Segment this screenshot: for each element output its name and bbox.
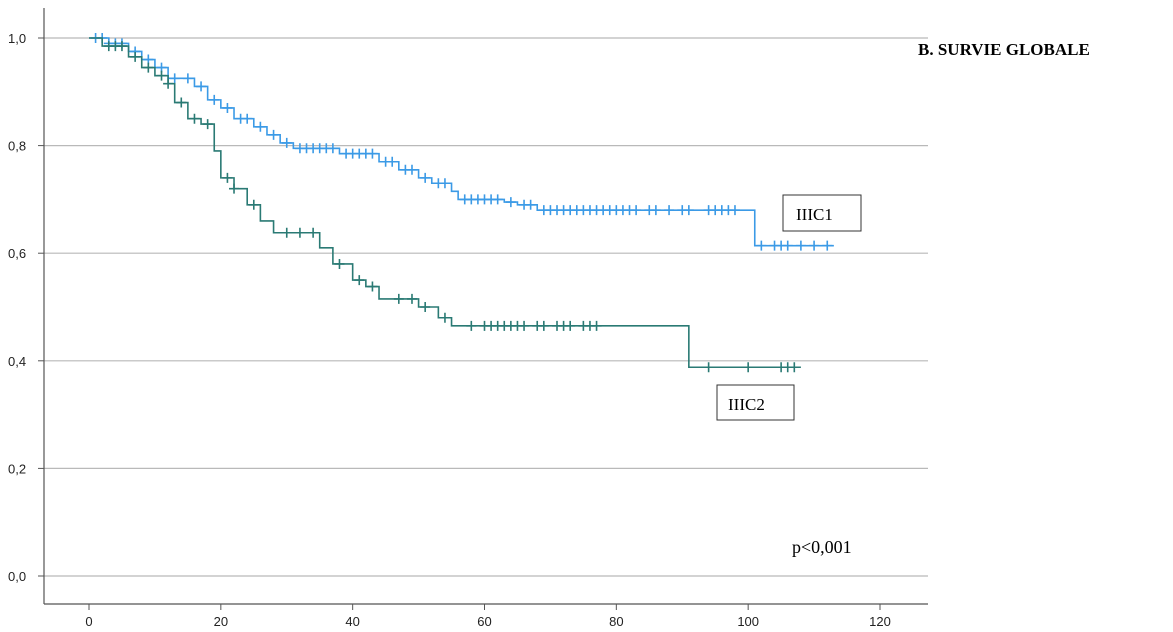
- censor-mark-iiic2-17: [354, 275, 364, 285]
- censor-mark-iiic2-19: [394, 294, 404, 304]
- censor-mark-iiic2-39: [704, 362, 714, 372]
- grid-lines: [44, 38, 928, 576]
- censor-mark-iiic1-12: [222, 103, 232, 113]
- censor-mark-iiic2-22: [440, 313, 450, 323]
- x-tick-label-6: 120: [869, 614, 891, 629]
- censor-mark-iiic1-74: [796, 241, 806, 251]
- censor-mark-iiic1-42: [506, 197, 516, 207]
- x-tick-label-1: 20: [214, 614, 228, 629]
- censor-mark-iiic2-9: [203, 119, 213, 129]
- censor-mark-iiic1-33: [420, 173, 430, 183]
- censor-mark-iiic2-21: [420, 302, 430, 312]
- censor-mark-iiic2-16: [334, 259, 344, 269]
- censor-mark-iiic1-61: [651, 205, 661, 215]
- y-tick-label-2: 0,4: [8, 354, 26, 369]
- x-tick-label-0: 0: [85, 614, 92, 629]
- censor-mark-iiic1-14: [242, 114, 252, 124]
- censor-mark-iiic2-3: [130, 52, 140, 62]
- censor-mark-iiic2-11: [229, 184, 239, 194]
- censor-mark-iiic2-8: [189, 114, 199, 124]
- censor-mark-iiic1-15: [255, 122, 265, 132]
- censor-mark-iiic2-6: [163, 79, 173, 89]
- y-tick-label-4: 0,8: [8, 139, 26, 154]
- x-tick-label-4: 80: [609, 614, 623, 629]
- censor-mark-iiic1-28: [367, 149, 377, 159]
- censor-mark-iiic2-2: [117, 41, 127, 51]
- censor-mark-iiic1-59: [631, 205, 641, 215]
- censor-mark-iiic1-32: [407, 165, 417, 175]
- censor-mark-iiic1-16: [269, 130, 279, 140]
- chart-title: B. SURVIE GLOBALE: [918, 40, 1090, 59]
- censor-mark-iiic2-13: [282, 228, 292, 238]
- x-tick-label-3: 60: [477, 614, 491, 629]
- label-iiic1-box: IIIC1: [783, 195, 861, 231]
- label-iiic2: IIIC2: [728, 395, 765, 414]
- label-iiic2-box: IIIC2: [717, 385, 794, 420]
- x-axis-ticks: 0 20 40 60 80 100 120: [85, 604, 890, 629]
- censor-mark-iiic2-12: [249, 200, 259, 210]
- censor-mark-iiic1-62: [664, 205, 674, 215]
- y-tick-label-0: 0,0: [8, 569, 26, 584]
- censor-mark-iiic2-7: [176, 98, 186, 108]
- series-group: [89, 33, 834, 372]
- label-iiic1: IIIC1: [796, 205, 833, 224]
- p-value-annotation: p<0,001: [792, 537, 852, 557]
- censor-mark-iiic1-23: [328, 143, 338, 153]
- y-tick-label-1: 0,2: [8, 461, 26, 476]
- censor-mark-iiic1-11: [209, 95, 219, 105]
- censor-mark-iiic2-4: [143, 63, 153, 73]
- y-tick-label-5: 1,0: [8, 31, 26, 46]
- y-axis-ticks: 0,0 0,2 0,4 0,6 0,8 1,0: [8, 31, 44, 584]
- censor-mark-iiic2-40: [743, 362, 753, 372]
- censor-mark-iiic1-41: [493, 194, 503, 204]
- censor-mark-iiic1-10: [196, 81, 206, 91]
- censor-mark-iiic2-18: [367, 282, 377, 292]
- censor-mark-iiic2-32: [539, 321, 549, 331]
- censor-mark-iiic1-70: [756, 241, 766, 251]
- censor-marks-iiic1: [91, 33, 833, 251]
- censor-mark-iiic2-38: [592, 321, 602, 331]
- censor-mark-iiic2-5: [157, 71, 167, 81]
- x-tick-label-2: 40: [345, 614, 359, 629]
- censor-mark-iiic1-76: [822, 241, 832, 251]
- censor-mark-iiic1-9: [183, 73, 193, 83]
- censor-mark-iiic2-15: [308, 228, 318, 238]
- censor-mark-iiic2-30: [519, 321, 529, 331]
- censor-mark-iiic2-10: [222, 173, 232, 183]
- censor-mark-iiic1-69: [730, 205, 740, 215]
- censor-mark-iiic1-75: [809, 241, 819, 251]
- censor-mark-iiic1-17: [282, 138, 292, 148]
- censor-mark-iiic1-44: [526, 200, 536, 210]
- censor-mark-iiic1-64: [684, 205, 694, 215]
- censor-mark-iiic1-30: [387, 157, 397, 167]
- censor-mark-iiic2-43: [789, 362, 799, 372]
- x-tick-label-5: 100: [737, 614, 759, 629]
- censor-mark-iiic2-23: [466, 321, 476, 331]
- axes: [44, 8, 928, 604]
- censor-mark-iiic2-35: [565, 321, 575, 331]
- y-tick-label-3: 0,6: [8, 246, 26, 261]
- censor-mark-iiic2-14: [295, 228, 305, 238]
- censor-mark-iiic1-73: [783, 241, 793, 251]
- censor-mark-iiic1-35: [440, 178, 450, 188]
- censor-mark-iiic1-8: [170, 73, 180, 83]
- censor-mark-iiic2-20: [407, 294, 417, 304]
